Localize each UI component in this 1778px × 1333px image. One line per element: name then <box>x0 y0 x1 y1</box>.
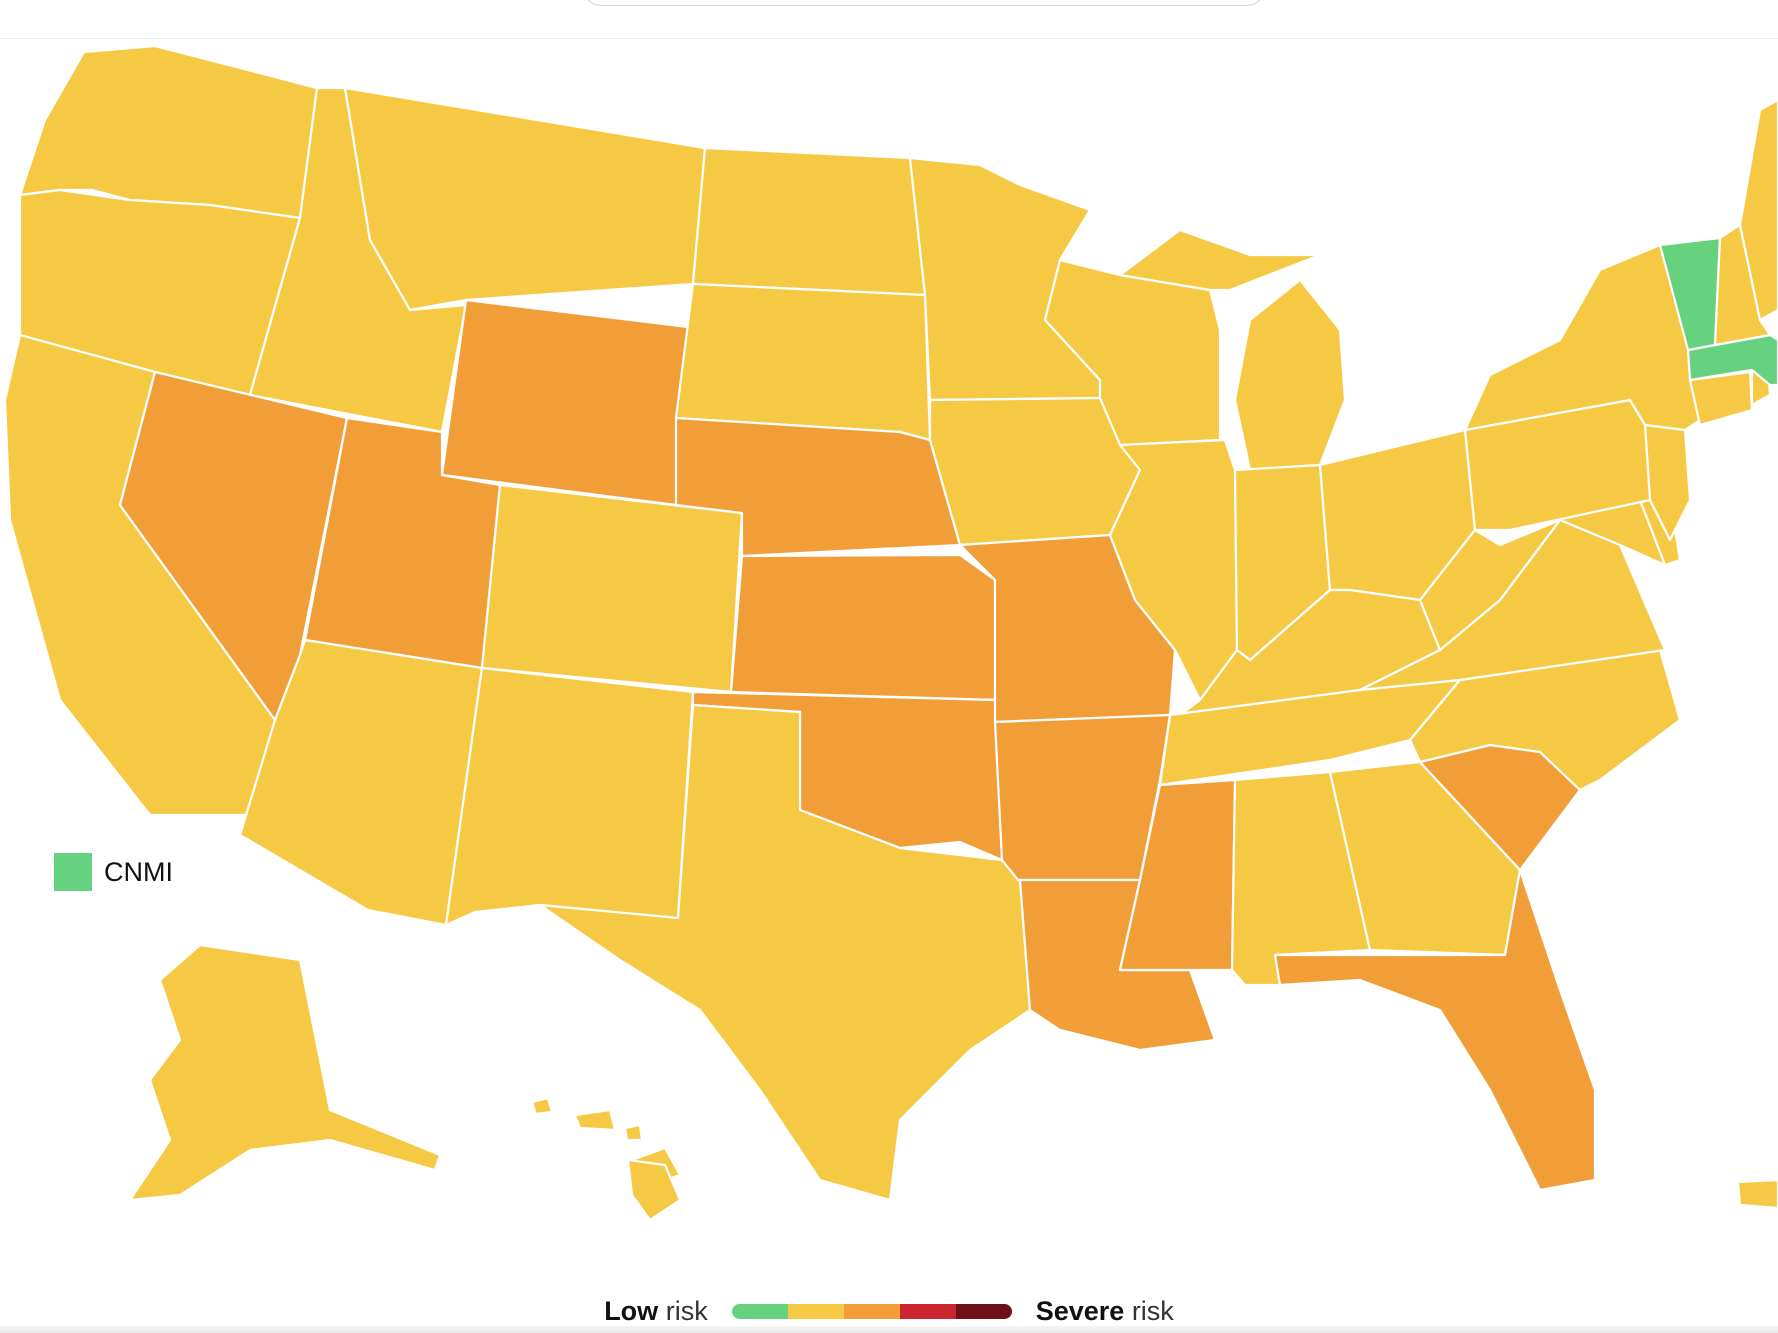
risk-legend-low: Low risk <box>604 1296 708 1327</box>
state-HI-2[interactable] <box>573 1108 617 1132</box>
state-TX[interactable] <box>538 703 1032 1202</box>
state-AR[interactable] <box>993 713 1172 882</box>
state-AK[interactable] <box>128 943 442 1202</box>
state-IL[interactable] <box>1108 438 1239 702</box>
risk-legend-severe-bold: Severe <box>1035 1296 1125 1326</box>
risk-scale-high <box>899 1304 956 1319</box>
state-ND[interactable] <box>691 146 927 297</box>
state-HI-3[interactable] <box>623 1123 644 1142</box>
risk-legend-severe-word: risk <box>1131 1296 1174 1326</box>
state-NH[interactable] <box>1713 223 1772 347</box>
state-CT[interactable] <box>1688 370 1754 427</box>
risk-legend-low-word: risk <box>665 1296 708 1326</box>
footer-edge <box>0 1326 1778 1333</box>
risk-scale-low <box>731 1304 788 1319</box>
state-WY[interactable] <box>440 298 690 507</box>
state-KS[interactable] <box>729 553 997 702</box>
state-NE[interactable] <box>674 416 962 558</box>
risk-scale-severe <box>955 1304 1012 1319</box>
risk-scale <box>731 1304 1012 1319</box>
state-MA[interactable] <box>1686 333 1778 387</box>
risk-scale-substantial <box>843 1304 900 1319</box>
risk-legend-severe: Severe risk <box>1036 1296 1174 1327</box>
state-MT[interactable] <box>343 86 707 312</box>
state-HI-1[interactable] <box>530 1096 554 1116</box>
state-MI-upper[interactable] <box>1118 228 1322 292</box>
state-SD[interactable] <box>674 282 932 442</box>
state-NY[interactable] <box>1463 243 1702 432</box>
cnmi-swatch[interactable] <box>54 853 92 891</box>
risk-legend-low-bold: Low <box>604 1296 659 1326</box>
state-HI-5[interactable] <box>626 1158 682 1222</box>
state-NM[interactable] <box>444 666 695 927</box>
header-divider <box>0 38 1778 39</box>
state-FL[interactable] <box>1273 868 1597 1192</box>
risk-scale-moderate <box>787 1304 844 1319</box>
territory-legend: CNMI <box>54 853 173 891</box>
risk-legend: Low risk Severe risk <box>0 1296 1778 1327</box>
state-ME[interactable] <box>1738 98 1778 322</box>
state-MI[interactable] <box>1233 278 1347 472</box>
cnmi-label: CNMI <box>104 856 173 887</box>
state-CO[interactable] <box>480 483 744 694</box>
state-PR[interactable] <box>1736 1178 1778 1210</box>
